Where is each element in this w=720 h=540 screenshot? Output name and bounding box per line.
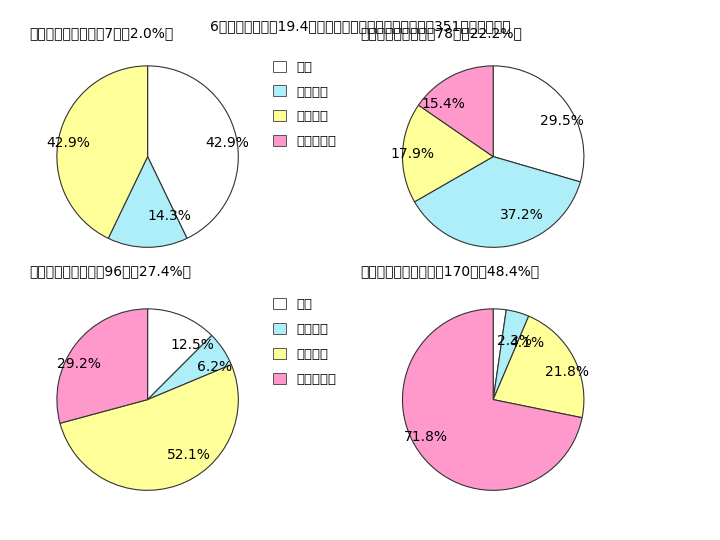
Text: 初診時、全音域障害の170名（48.4%）: 初診時、全音域障害の170名（48.4%） — [360, 264, 539, 278]
Text: 14.3%: 14.3% — [148, 208, 192, 222]
Text: 21.8%: 21.8% — [546, 365, 590, 379]
Wedge shape — [402, 309, 582, 490]
Wedge shape — [148, 66, 238, 238]
Text: 37.2%: 37.2% — [500, 208, 544, 222]
Text: 29.2%: 29.2% — [57, 357, 101, 371]
Wedge shape — [418, 66, 493, 157]
Wedge shape — [402, 105, 493, 202]
Text: 6ヶ月以上（平均19.4ヶ月）観察したメニエール病患者351名の聴力予後: 6ヶ月以上（平均19.4ヶ月）観察したメニエール病患者351名の聴力予後 — [210, 19, 510, 33]
Wedge shape — [60, 364, 238, 490]
Wedge shape — [493, 310, 528, 400]
Wedge shape — [57, 309, 148, 423]
Text: 初診時、高音障害の96名（27.4%）: 初診時、高音障害の96名（27.4%） — [29, 264, 191, 278]
Text: 15.4%: 15.4% — [422, 97, 466, 111]
Text: 12.5%: 12.5% — [170, 338, 214, 352]
Text: 71.8%: 71.8% — [403, 430, 448, 444]
Wedge shape — [493, 309, 506, 400]
Legend: 正常, 低音障害, 高音障害, 全音域障害: 正常, 低音障害, 高音障害, 全音域障害 — [273, 298, 337, 386]
Wedge shape — [493, 66, 584, 182]
Wedge shape — [108, 157, 187, 247]
Text: 42.9%: 42.9% — [205, 137, 249, 151]
Text: 52.1%: 52.1% — [167, 448, 210, 462]
Wedge shape — [148, 309, 212, 400]
Text: 初診時、低音障害の78名（22.2%）: 初診時、低音障害の78名（22.2%） — [360, 26, 522, 40]
Text: 17.9%: 17.9% — [390, 147, 434, 161]
Text: 初診時、聴力正常の7名（2.0%）: 初診時、聴力正常の7名（2.0%） — [29, 26, 173, 40]
Legend: 正常, 低音障害, 高音障害, 全音域障害: 正常, 低音障害, 高音障害, 全音域障害 — [273, 60, 337, 149]
Text: 6.2%: 6.2% — [197, 360, 232, 374]
Wedge shape — [148, 335, 231, 400]
Text: 29.5%: 29.5% — [540, 114, 584, 128]
Text: 42.9%: 42.9% — [46, 137, 90, 151]
Text: 2.3%: 2.3% — [498, 334, 533, 348]
Text: 4.1%: 4.1% — [509, 336, 544, 350]
Wedge shape — [57, 66, 148, 238]
Wedge shape — [493, 316, 584, 418]
Wedge shape — [415, 157, 580, 247]
